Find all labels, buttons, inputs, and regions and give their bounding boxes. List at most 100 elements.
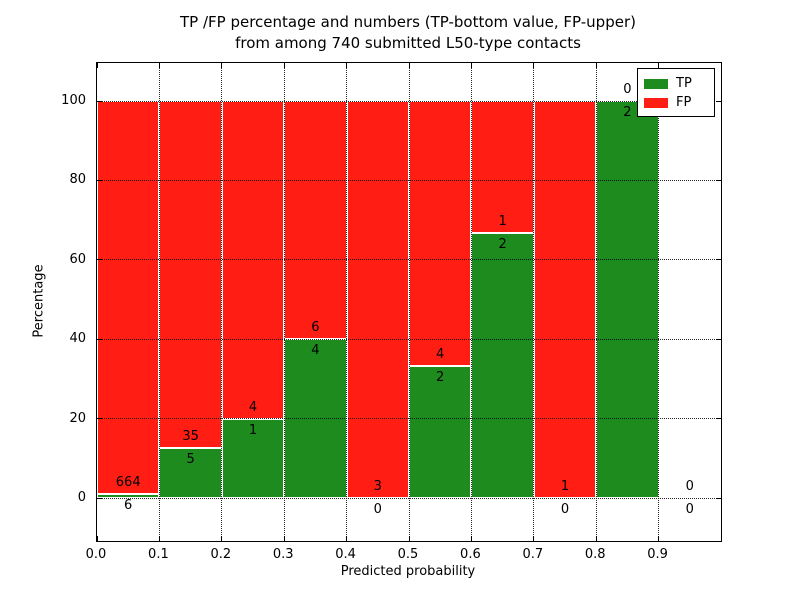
bar-segment-fp <box>346 101 409 498</box>
tp-count-label: 2 <box>498 237 507 253</box>
bar-segment-tp <box>471 233 534 498</box>
grid-line-vertical <box>595 63 597 541</box>
x-tick-bottom <box>221 536 223 541</box>
tp-count-label: 1 <box>248 422 258 438</box>
legend: TP FP <box>637 68 715 117</box>
fp-count-label: 6 <box>311 320 320 336</box>
fp-count-label: 0 <box>685 479 694 494</box>
x-tick-top <box>96 63 98 68</box>
fp-count-label: 4 <box>248 399 258 415</box>
bar-segment-tp <box>409 365 472 498</box>
grid-line-vertical <box>533 63 535 541</box>
tp-count-label: 5 <box>186 452 195 468</box>
x-axis-label: Predicted probability <box>340 564 476 579</box>
y-tick-right <box>716 259 721 261</box>
chart-title-line1: TP /FP percentage and numbers (TP-bottom… <box>180 13 636 31</box>
y-tick-label: 100 <box>61 93 86 108</box>
y-tick-right <box>716 179 721 181</box>
grid-line-horizontal <box>97 338 721 340</box>
y-tick-right <box>716 100 721 102</box>
legend-swatch-tp <box>644 78 668 89</box>
x-tick-label: 0.4 <box>335 547 356 562</box>
grid-line-vertical <box>408 63 410 541</box>
x-tick-bottom <box>658 536 660 541</box>
x-tick-bottom <box>408 536 410 541</box>
x-tick-top <box>283 63 285 68</box>
y-tick-left <box>97 259 102 261</box>
x-tick-label: 0.0 <box>85 547 107 562</box>
x-tick-top <box>158 63 160 68</box>
x-tick-label: 0.5 <box>397 547 419 562</box>
x-tick-bottom <box>158 536 160 541</box>
legend-swatch-fp <box>644 97 668 108</box>
y-tick-label: 80 <box>69 172 86 188</box>
x-tick-bottom <box>533 536 535 541</box>
grid-line-horizontal <box>97 418 721 420</box>
fp-count-label: 1 <box>560 479 570 494</box>
bar-segment-tp <box>596 101 659 498</box>
grid-line-horizontal <box>97 497 721 499</box>
y-tick-left <box>97 418 102 420</box>
tp-count-label: 2 <box>436 369 445 385</box>
legend-item-tp: TP <box>644 74 708 93</box>
bar-segment-fp <box>159 101 222 449</box>
fp-count-label: 0 <box>623 82 632 97</box>
x-tick-bottom <box>595 536 597 541</box>
tp-count-label: 0 <box>373 502 382 517</box>
grid-line-vertical <box>283 63 285 541</box>
chart-title: TP /FP percentage and numbers (TP-bottom… <box>96 12 720 54</box>
legend-item-fp: FP <box>644 93 708 112</box>
fp-count-label: 664 <box>115 475 141 491</box>
bar-segment-fp <box>284 101 347 340</box>
plot-area: TP FP 664 6 35 5 4 1 6 4 3 0 4 2 1 2 1 0 0 2 0 0 <box>96 62 722 542</box>
legend-label-tp: TP <box>676 76 692 91</box>
tp-count-label: 6 <box>124 498 133 514</box>
grid-line-vertical <box>470 63 472 541</box>
y-tick-label: 40 <box>69 331 86 347</box>
tp-count-label: 0 <box>560 502 570 517</box>
x-tick-top <box>595 63 597 68</box>
y-tick-label: 0 <box>77 490 86 505</box>
y-tick-left <box>97 497 102 499</box>
tp-count-label: 4 <box>311 343 320 359</box>
x-tick-label: 0.2 <box>210 547 232 562</box>
grid-line-horizontal <box>97 179 721 181</box>
y-tick-label: 20 <box>69 410 86 426</box>
y-tick-label: 60 <box>69 251 86 267</box>
x-tick-top <box>533 63 535 68</box>
bar-segment-fp <box>97 101 160 495</box>
y-tick-left <box>97 100 102 102</box>
y-axis-label: Percentage <box>31 264 47 338</box>
x-tick-top <box>658 63 660 68</box>
bar-segment-fp <box>409 101 472 366</box>
x-tick-top <box>408 63 410 68</box>
x-tick-top <box>346 63 348 68</box>
x-tick-top <box>221 63 223 68</box>
bar-segment-tp <box>221 418 285 498</box>
y-tick-right <box>716 497 721 499</box>
bar-segment-fp <box>471 101 534 234</box>
x-tick-bottom <box>346 536 348 541</box>
x-tick-top <box>470 63 472 68</box>
fp-count-label: 35 <box>182 429 199 445</box>
y-tick-right <box>716 338 721 340</box>
x-tick-bottom <box>283 536 285 541</box>
y-tick-left <box>97 338 102 340</box>
x-tick-label: 0.9 <box>647 547 668 562</box>
y-tick-right <box>716 418 721 420</box>
x-tick-label: 0.3 <box>272 547 294 562</box>
grid-line-vertical <box>346 63 348 541</box>
tp-count-label: 0 <box>685 502 694 517</box>
legend-label-fp: FP <box>676 95 692 110</box>
x-tick-label: 0.6 <box>460 547 481 562</box>
x-tick-bottom <box>96 536 98 541</box>
fp-count-label: 3 <box>373 479 382 494</box>
y-tick-left <box>97 179 102 181</box>
grid-line-horizontal <box>97 259 721 261</box>
grid-line-vertical <box>158 63 160 541</box>
x-tick-bottom <box>470 536 472 541</box>
fp-count-label: 4 <box>436 346 445 362</box>
x-tick-label: 0.8 <box>584 547 606 562</box>
grid-line-horizontal <box>97 100 721 102</box>
